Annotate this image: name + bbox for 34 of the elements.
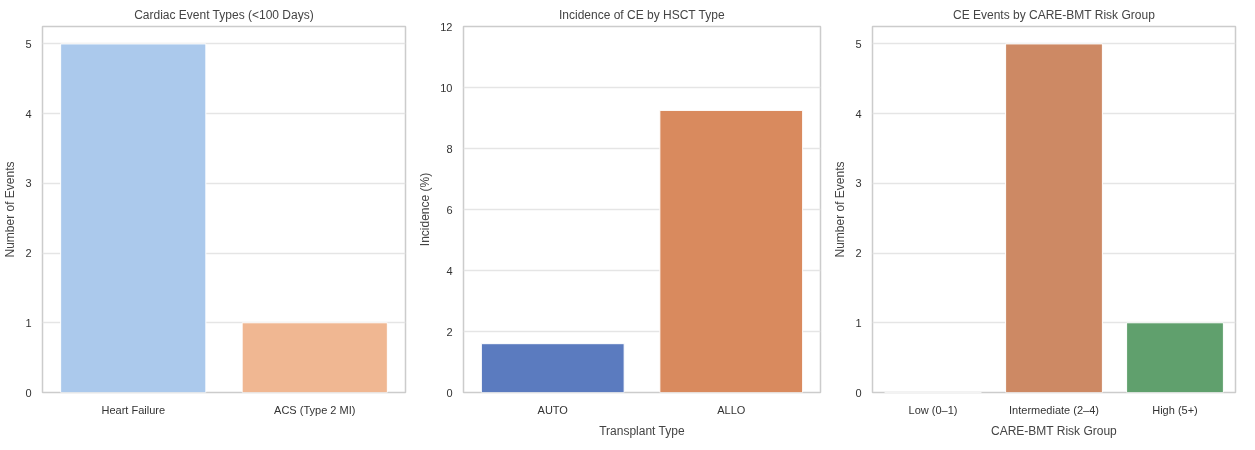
x-tick-label: Heart Failure	[101, 403, 166, 416]
chart-title: CE Events by CARE-BMT Risk Group	[952, 7, 1156, 22]
x-tick-label: High (5+)	[1152, 403, 1198, 416]
x-tick-label: ALLO	[717, 403, 746, 416]
y-axis-title: Incidence (%)	[418, 172, 433, 247]
y-tick-label: 4	[855, 107, 862, 120]
y-tick-label: 12	[440, 20, 453, 33]
y-tick-label: 6	[446, 203, 453, 216]
chart-title: Incidence of CE by HSCT Type	[558, 7, 725, 22]
y-tick-label: 2	[25, 247, 32, 260]
y-tick-label: 5	[25, 37, 32, 50]
y-tick-label: 2	[446, 325, 453, 338]
y-tick-label: 0	[25, 386, 32, 399]
y-tick-label: 3	[25, 177, 32, 190]
y-tick-label: 10	[440, 81, 453, 94]
x-tick-label: Low (0–1)	[908, 403, 958, 416]
y-tick-label: 4	[25, 107, 32, 120]
chart-title: Cardiac Event Types (<100 Days)	[134, 7, 314, 22]
y-tick-label: 2	[855, 247, 862, 260]
x-axis-title: Transplant Type	[599, 423, 685, 438]
x-tick-label: Intermediate (2–4)	[1009, 403, 1099, 416]
y-tick-label: 0	[855, 386, 862, 399]
y-tick-label: 5	[855, 37, 862, 50]
y-tick-label: 1	[855, 316, 862, 329]
y-tick-label: 0	[446, 386, 453, 399]
x-axis-title: CARE-BMT Risk Group	[990, 423, 1118, 438]
x-tick-label: AUTO	[537, 403, 569, 416]
y-tick-label: 3	[855, 177, 862, 190]
y-tick-label: 1	[25, 316, 32, 329]
x-tick-label: ACS (Type 2 MI)	[274, 403, 356, 416]
y-axis-title: Number of Events	[3, 161, 18, 258]
y-tick-label: 8	[446, 142, 453, 155]
y-axis-title: Number of Events	[833, 161, 848, 258]
y-tick-label: 4	[446, 264, 453, 277]
